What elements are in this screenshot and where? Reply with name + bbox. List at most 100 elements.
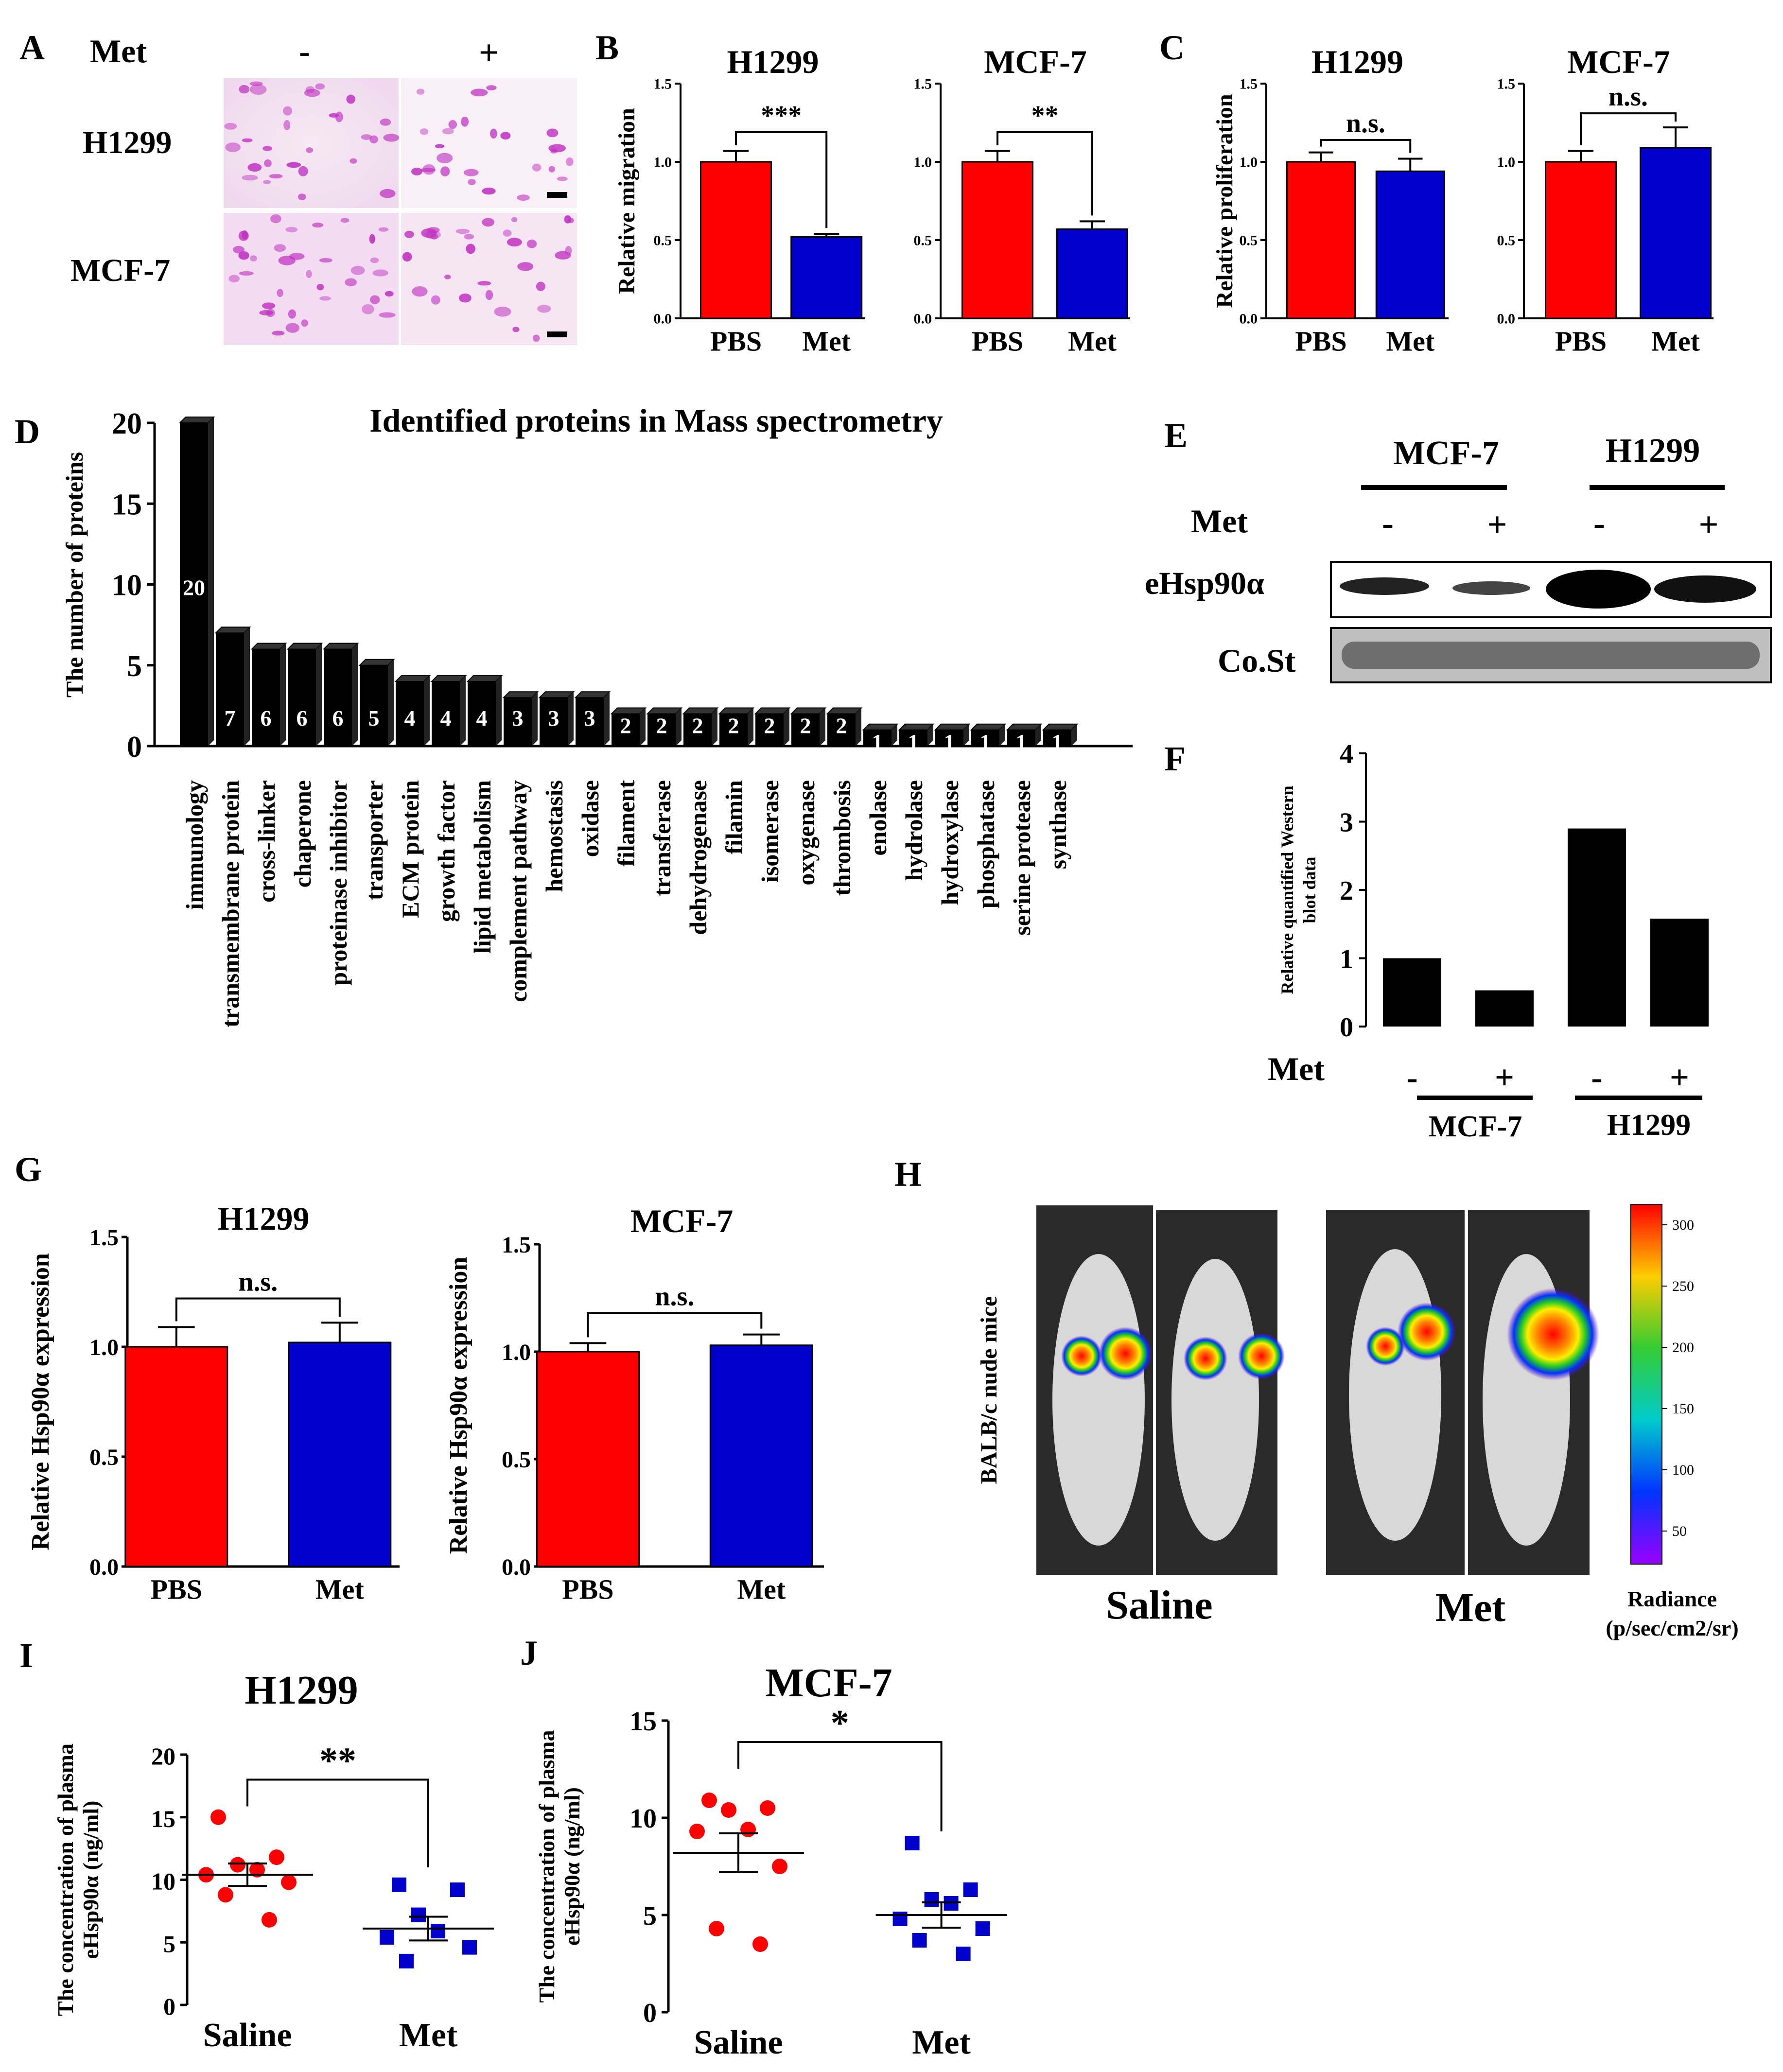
- chart-title: MCF-7: [630, 1202, 733, 1239]
- y-tick-label: 5: [643, 1901, 657, 1931]
- x-sign-label: +: [1670, 1059, 1689, 1097]
- chart-g-h1299: 0.0 0.5 1.0 1.5 PBS Met n.s. H1299 Relative Hsp9…: [27, 1200, 400, 1605]
- colorbar-tick-label: 150: [1672, 1401, 1694, 1417]
- significance-label: n.s.: [655, 1281, 694, 1311]
- cell-speck: [306, 147, 314, 153]
- cell-speck: [565, 246, 572, 256]
- panel-letter-g: G: [15, 1150, 42, 1189]
- band-ehsp90-2: [1452, 581, 1530, 595]
- cell-speck: [435, 144, 445, 148]
- x-category-label: immunology: [181, 780, 208, 910]
- cell-speck: [421, 228, 437, 238]
- cell-speck: [249, 81, 263, 86]
- x-category-label: Met: [1651, 326, 1700, 357]
- bar-side: [244, 627, 250, 746]
- cell-speck: [464, 234, 474, 240]
- y-tick-label: 15: [112, 488, 142, 521]
- cell-speck: [420, 128, 429, 135]
- band-ehsp90-4: [1654, 575, 1756, 603]
- colorbar-tick-label: 100: [1672, 1462, 1694, 1478]
- cell-speck: [503, 229, 512, 237]
- cell-speck: [402, 252, 412, 262]
- significance-label: n.s.: [1346, 108, 1385, 139]
- bar: [504, 697, 532, 746]
- bar-value-label: 4: [404, 706, 416, 731]
- bar-side: [280, 643, 286, 746]
- significance-bracket: [735, 131, 828, 228]
- met-label: Met: [1268, 1050, 1325, 1087]
- cell-speck: [486, 85, 497, 90]
- bar: [709, 1344, 813, 1567]
- cell-speck: [315, 83, 325, 90]
- bar: [124, 1346, 228, 1567]
- cell-speck: [369, 234, 375, 244]
- bar-value-label: 1: [872, 730, 883, 754]
- bar-value-label: 1: [944, 730, 955, 754]
- bar-top: [286, 643, 323, 650]
- bar-side: [963, 724, 969, 746]
- data-point: [975, 1921, 990, 1936]
- bar-top: [538, 691, 575, 698]
- cell-speck: [305, 86, 315, 94]
- y-tick-label: 0.5: [1240, 233, 1258, 249]
- y-axis-label: eHsp90α (ng/ml): [78, 1801, 103, 1959]
- x-category-label: Met: [1386, 326, 1434, 357]
- bar: [288, 649, 316, 746]
- cell-speck: [242, 230, 248, 240]
- y-tick-label: 20: [112, 407, 142, 440]
- y-tick-label: 20: [151, 1742, 175, 1770]
- colorbar-ticks: 300 250 200 150 100 50: [1662, 1217, 1694, 1539]
- bar-top: [250, 643, 287, 650]
- western-row-cost: Co.St: [1218, 642, 1296, 679]
- bar-value-label: 4: [440, 706, 452, 731]
- x-category-label: filamin: [720, 780, 748, 854]
- panel-letter-d: D: [15, 412, 40, 451]
- group-underline: [1575, 1096, 1702, 1100]
- data-point: [740, 1822, 756, 1837]
- x-category-label: Met: [737, 1574, 786, 1605]
- bar-value-label: 2: [692, 714, 703, 738]
- cell-speck: [250, 255, 257, 261]
- chart-c-h1299: 0.0 0.5 1.0 1.5 PBS Met n.s. H1299 Relative prol…: [1212, 43, 1449, 357]
- colorbar-tick-label: 250: [1672, 1278, 1694, 1294]
- y-axis-label: Relative proliferation: [1212, 94, 1238, 308]
- chart-title: H1299: [218, 1200, 310, 1237]
- cell-speck: [517, 194, 530, 201]
- x-category-label: dehydrogenase: [684, 780, 712, 935]
- scale-bar-mcf7: [547, 331, 567, 337]
- bar-value-label: 2: [620, 714, 631, 738]
- group-label: MCF-7: [1429, 1110, 1522, 1143]
- x-sign-label: -: [1406, 1059, 1417, 1097]
- y-tick-label: 5: [127, 650, 142, 683]
- cell-speck: [517, 262, 534, 271]
- cell-speck: [416, 88, 425, 95]
- bar-value-label: 1: [1052, 730, 1063, 754]
- cell-speck: [228, 275, 240, 283]
- chart-c-mcf7: 0.0 0.5 1.0 1.5 PBS Met n.s.MCF-7: [1497, 43, 1713, 357]
- group-underline: [1417, 1096, 1533, 1100]
- cell-speck: [383, 134, 400, 142]
- cell-speck: [239, 271, 254, 276]
- x-category-label: hemostasis: [541, 780, 568, 892]
- western-met-label: Met: [1191, 503, 1248, 540]
- bar-side: [784, 708, 789, 746]
- bar-value-label: 4: [476, 706, 488, 731]
- colorbar-tick-label: 50: [1672, 1523, 1687, 1539]
- cell-speck: [458, 293, 472, 303]
- bar-top: [322, 643, 359, 650]
- cell-speck: [247, 163, 262, 172]
- data-point: [269, 1849, 284, 1865]
- cell-speck: [362, 304, 374, 314]
- y-tick-label: 1.5: [89, 1225, 119, 1251]
- y-tick-label: 1.5: [1497, 76, 1516, 92]
- cell-speck: [297, 193, 306, 201]
- bar: [1375, 170, 1445, 319]
- tumor-signal: [1061, 1336, 1102, 1376]
- bar-value-label: 20: [183, 575, 205, 600]
- tumor-signal: [1099, 1327, 1152, 1380]
- cell-speck: [242, 174, 258, 181]
- western-underline-h1299: [1590, 485, 1725, 490]
- bar: [1640, 147, 1712, 319]
- bar: [971, 730, 999, 746]
- bar: [612, 714, 640, 746]
